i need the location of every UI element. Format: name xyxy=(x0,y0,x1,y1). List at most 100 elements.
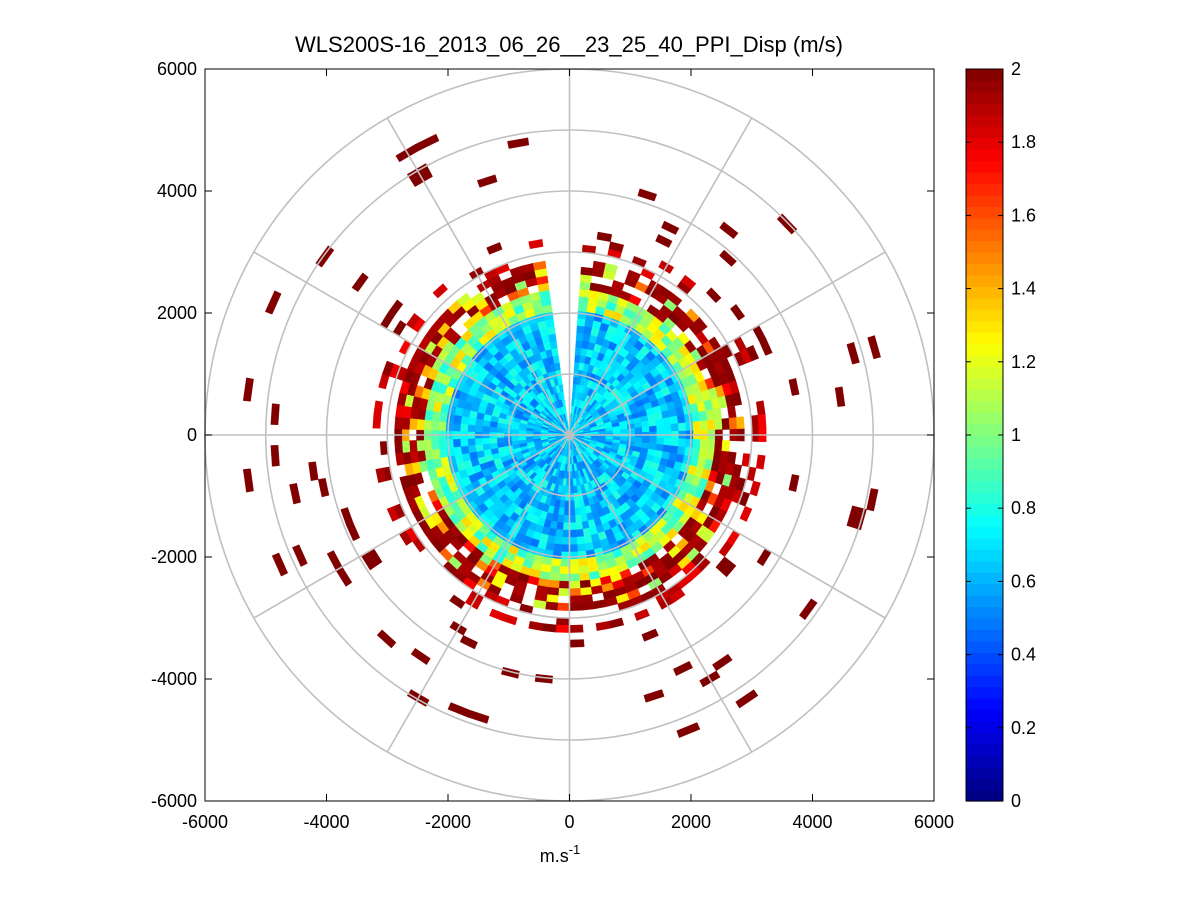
data-cell xyxy=(604,262,618,274)
data-cell xyxy=(376,629,397,649)
data-cell xyxy=(641,420,650,428)
data-cell xyxy=(649,437,658,445)
data-cell xyxy=(558,588,570,597)
polar-spoke xyxy=(386,434,571,753)
data-cell xyxy=(656,437,665,446)
data-cell xyxy=(573,492,579,501)
data-cell xyxy=(580,594,594,604)
data-cell xyxy=(467,438,476,446)
colorbar-band xyxy=(966,423,1003,436)
x-tick-label: 0 xyxy=(564,812,574,832)
data-cell xyxy=(560,558,570,568)
data-cell xyxy=(459,635,478,650)
data-cell xyxy=(489,442,498,450)
data-cell xyxy=(866,488,879,512)
data-cell xyxy=(552,550,562,560)
data-cell xyxy=(445,421,454,432)
data-cell xyxy=(579,281,592,291)
data-cell xyxy=(438,439,447,450)
colorbar: 0 0.2 0.4 0.6 0.8 1 1.2 1.4 1.6 1.8 2 xyxy=(965,59,1036,811)
data-cell xyxy=(555,528,564,538)
data-cell xyxy=(427,489,439,503)
colorbar-band xyxy=(966,789,1003,802)
colorbar-band xyxy=(966,480,1003,493)
data-cell xyxy=(562,522,570,531)
data-cell xyxy=(447,702,471,718)
data-cell xyxy=(670,423,680,432)
data-cell xyxy=(308,461,319,482)
data-cell xyxy=(736,416,745,430)
colorbar-band xyxy=(966,389,1003,402)
colorbar-band xyxy=(966,743,1003,756)
colorbar-band xyxy=(966,446,1003,459)
data-cell xyxy=(569,580,581,589)
data-cell xyxy=(699,420,709,431)
colorbar-band xyxy=(966,560,1003,573)
data-cell xyxy=(271,552,289,577)
chart-title: WLS200S-16_2013_06_26__23_25_40_PPI_Disp… xyxy=(295,32,843,57)
data-cell xyxy=(459,438,469,447)
data-cell xyxy=(373,400,384,416)
data-cell xyxy=(577,550,587,560)
x-tick-label: 6000 xyxy=(914,812,954,832)
data-cell xyxy=(648,419,657,427)
data-cell xyxy=(680,274,697,290)
colorbar-band xyxy=(966,583,1003,596)
colorbar-band xyxy=(966,778,1003,791)
y-axis: -6000 -4000 -2000 0 2000 4000 6000 xyxy=(151,59,934,811)
y-tick-label: -6000 xyxy=(151,791,197,811)
data-cell xyxy=(560,551,570,560)
y-tick-label: 0 xyxy=(187,425,197,445)
data-cell xyxy=(394,440,403,454)
colorbar-band xyxy=(966,457,1003,470)
colorbar-band xyxy=(966,412,1003,425)
data-cell xyxy=(416,418,425,431)
data-cell xyxy=(569,566,580,575)
polar-spoke xyxy=(569,434,886,619)
data-cell xyxy=(340,507,354,526)
data-cell xyxy=(577,310,587,320)
colorbar-band xyxy=(966,515,1003,528)
data-cell xyxy=(663,438,672,446)
data-cell xyxy=(578,288,591,298)
data-cell xyxy=(430,439,440,450)
data-cell xyxy=(576,317,586,327)
colorbar-ticks: 0 0.2 0.4 0.6 0.8 1 1.2 1.4 1.6 1.8 2 xyxy=(966,59,1036,811)
data-cell xyxy=(474,424,483,433)
data-cell xyxy=(707,419,716,431)
colorbar-band xyxy=(966,595,1003,608)
data-cell xyxy=(580,266,594,276)
data-cell xyxy=(489,437,498,444)
data-cell xyxy=(438,420,447,431)
data-cell xyxy=(456,292,472,307)
data-cell xyxy=(755,454,766,470)
data-cell xyxy=(574,507,581,516)
data-cell xyxy=(595,620,611,631)
colorbar-band xyxy=(966,606,1003,619)
data-cell xyxy=(719,221,739,239)
data-cell xyxy=(746,344,760,362)
data-cell xyxy=(596,231,613,242)
data-cell xyxy=(667,292,683,307)
colorbar-band xyxy=(966,114,1003,127)
polar-spoke xyxy=(253,251,570,436)
data-cell xyxy=(569,522,577,531)
colorbar-tick-label: 0.6 xyxy=(1011,571,1036,591)
colorbar-band xyxy=(966,698,1003,711)
data-cell xyxy=(563,515,570,524)
colorbar-tick-label: 0.4 xyxy=(1011,645,1036,665)
data-cell xyxy=(453,414,463,424)
polar-spoke xyxy=(568,434,753,753)
data-cell xyxy=(685,421,694,432)
y-tick-label: -4000 xyxy=(151,669,197,689)
data-cell xyxy=(548,572,561,582)
colorbar-band xyxy=(966,400,1003,413)
data-cell xyxy=(423,439,432,451)
data-cell xyxy=(394,416,403,430)
data-cell xyxy=(546,586,560,596)
colorbar-band xyxy=(966,320,1003,333)
data-cell xyxy=(265,290,282,315)
data-cell xyxy=(699,439,709,450)
data-cell xyxy=(415,133,440,151)
